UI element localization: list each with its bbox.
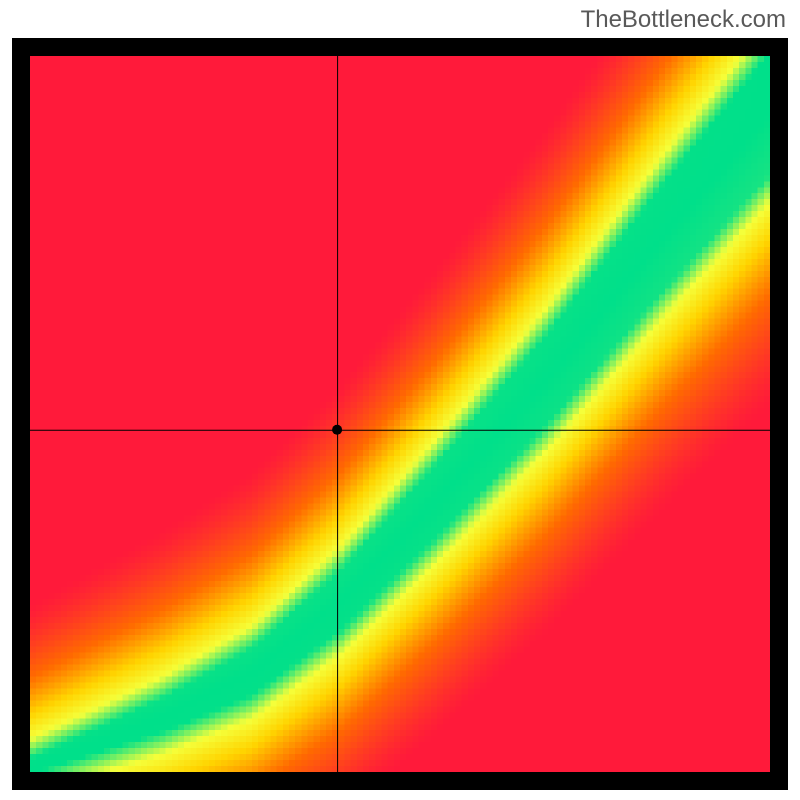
heatmap-plot [12, 38, 788, 790]
watermark-text: TheBottleneck.com [581, 6, 786, 34]
crosshair-overlay [30, 56, 770, 772]
heatmap-canvas-wrap [30, 56, 770, 772]
